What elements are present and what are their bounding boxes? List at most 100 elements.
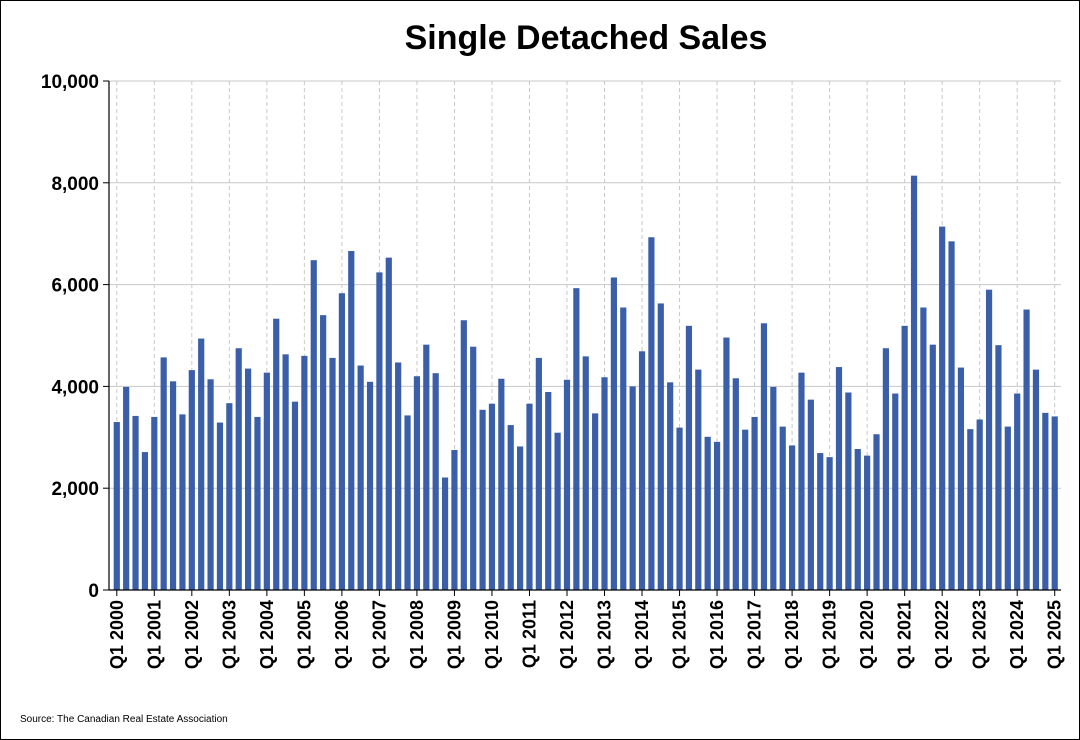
bar (620, 307, 627, 590)
x-tick-label: Q1 2003 (219, 600, 239, 669)
bar (713, 441, 721, 590)
x-tick-label: Q1 2018 (782, 600, 802, 669)
bar (366, 381, 374, 590)
y-tick-label: 8,000 (51, 174, 99, 195)
bar (1004, 426, 1011, 590)
bar (1042, 412, 1049, 590)
bar (320, 315, 327, 590)
bar (948, 241, 955, 590)
x-tick-label: Q1 2014 (632, 600, 652, 669)
y-tick-label: 4,000 (51, 377, 99, 398)
bar (216, 422, 224, 590)
bar (498, 378, 505, 590)
bar (751, 416, 758, 590)
bar (451, 450, 458, 590)
bar (695, 369, 702, 590)
bar (920, 307, 927, 590)
bar (254, 416, 261, 590)
bar (517, 446, 524, 590)
bar (1023, 309, 1030, 590)
bar (263, 372, 270, 590)
x-tick-label: Q1 2022 (932, 600, 952, 669)
x-tick-label: Q1 2016 (707, 600, 727, 669)
bar (704, 436, 711, 590)
bar (685, 325, 693, 590)
bar (939, 226, 946, 590)
bar (329, 357, 336, 590)
x-tick-label: Q1 2012 (557, 600, 577, 669)
bar (638, 351, 646, 590)
x-tick-label: Q1 2000 (107, 600, 127, 669)
bar (123, 386, 130, 590)
x-tick-label: Q1 2010 (482, 600, 502, 669)
bar (789, 445, 796, 590)
bar (910, 175, 918, 590)
bar (460, 320, 467, 590)
x-tick-label: Q1 2013 (595, 600, 615, 669)
bar (395, 362, 402, 590)
bar (648, 237, 655, 590)
x-tick-label: Q1 2011 (519, 600, 539, 668)
bar (657, 303, 664, 590)
bar (723, 337, 730, 590)
bar (882, 348, 889, 590)
bar (357, 365, 364, 590)
axis-layer (103, 80, 1061, 596)
x-tick-label: Q1 2017 (745, 600, 765, 669)
bar (817, 453, 824, 590)
x-tick-label: Q1 2007 (369, 600, 389, 669)
bar (573, 288, 580, 590)
bar (526, 403, 533, 590)
bar (629, 386, 636, 590)
x-tick-label: Q1 2005 (294, 600, 314, 669)
x-tick-label: Q1 2004 (257, 600, 277, 669)
bar (404, 415, 411, 590)
y-tick-label: 0 (88, 581, 99, 602)
bar (826, 457, 833, 590)
bar (488, 403, 496, 590)
source-note: Source: The Canadian Real Estate Associa… (20, 714, 228, 725)
x-tick-label: Q1 2024 (1007, 600, 1027, 669)
x-tick-label: Q1 2001 (144, 600, 164, 669)
bar (854, 449, 861, 590)
bar (864, 455, 871, 590)
chart-title: Single Detached Sales (405, 19, 768, 57)
bar (169, 381, 177, 590)
bar (545, 391, 552, 590)
bar (554, 432, 561, 590)
x-tick-label: Q1 2002 (182, 600, 202, 669)
bar (582, 356, 589, 590)
bar (770, 386, 777, 590)
bar (601, 377, 608, 590)
bar (873, 434, 880, 590)
bar (273, 318, 280, 590)
bar (967, 429, 974, 590)
bar (338, 293, 345, 590)
bar (385, 257, 392, 590)
bar (779, 426, 786, 590)
bar (507, 425, 514, 590)
x-tick-label: Q1 2015 (670, 600, 690, 669)
bar (929, 344, 936, 590)
bar (845, 392, 852, 590)
bar (282, 354, 289, 590)
x-tick-label: Q1 2023 (970, 600, 990, 669)
bar (179, 414, 186, 590)
x-tick-label: Q1 2020 (857, 600, 877, 669)
bar (470, 346, 477, 590)
bar (432, 373, 439, 590)
bar (610, 277, 617, 590)
bar (235, 348, 242, 590)
bar (1014, 393, 1021, 590)
bar (113, 422, 120, 590)
label-layer: 0 2,000 4,000 6,000 8,000 10,000 Q1 2000 Q1 200… (41, 72, 1065, 669)
x-tick-label: Q1 2021 (895, 600, 915, 669)
bar (957, 367, 965, 590)
bar (798, 372, 805, 590)
y-tick-label: 6,000 (51, 276, 99, 297)
bar (995, 345, 1002, 590)
bar (245, 368, 252, 590)
bar (760, 323, 768, 590)
bar (563, 379, 571, 590)
bar (592, 413, 599, 590)
